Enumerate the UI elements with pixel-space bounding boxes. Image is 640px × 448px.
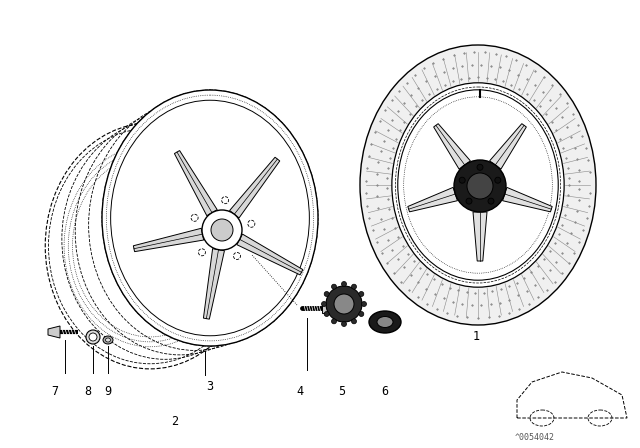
Polygon shape <box>502 187 552 212</box>
Polygon shape <box>408 187 458 212</box>
Ellipse shape <box>202 210 242 250</box>
Polygon shape <box>133 228 204 252</box>
Ellipse shape <box>377 316 393 327</box>
Ellipse shape <box>324 292 329 297</box>
Polygon shape <box>237 234 303 275</box>
Ellipse shape <box>369 311 401 333</box>
Text: 3: 3 <box>207 380 214 393</box>
Polygon shape <box>473 212 487 261</box>
Ellipse shape <box>495 177 501 183</box>
Ellipse shape <box>459 177 465 183</box>
Ellipse shape <box>466 198 472 204</box>
Ellipse shape <box>477 164 483 170</box>
Ellipse shape <box>326 286 362 322</box>
Ellipse shape <box>211 219 233 241</box>
Ellipse shape <box>398 90 558 280</box>
Ellipse shape <box>351 319 356 324</box>
Ellipse shape <box>454 160 506 212</box>
Polygon shape <box>490 124 526 169</box>
Text: 5: 5 <box>339 385 346 398</box>
Text: 2: 2 <box>172 415 179 428</box>
Ellipse shape <box>392 83 564 287</box>
Ellipse shape <box>359 292 364 297</box>
Ellipse shape <box>360 45 596 325</box>
Polygon shape <box>230 157 280 218</box>
Ellipse shape <box>351 284 356 289</box>
Ellipse shape <box>467 173 493 199</box>
Ellipse shape <box>221 197 228 204</box>
Polygon shape <box>434 124 470 169</box>
Text: 4: 4 <box>296 385 303 398</box>
Ellipse shape <box>86 330 100 344</box>
Text: 1: 1 <box>472 330 479 343</box>
Polygon shape <box>175 151 217 215</box>
Text: 6: 6 <box>381 385 388 398</box>
Ellipse shape <box>191 214 198 221</box>
Ellipse shape <box>342 322 346 327</box>
Ellipse shape <box>103 336 113 344</box>
Ellipse shape <box>359 311 364 316</box>
Ellipse shape <box>332 284 337 289</box>
Polygon shape <box>204 249 225 319</box>
Bar <box>322 303 331 313</box>
Text: 9: 9 <box>104 385 111 398</box>
Ellipse shape <box>362 302 367 306</box>
Ellipse shape <box>89 333 97 341</box>
Text: 8: 8 <box>84 385 92 398</box>
Ellipse shape <box>234 253 241 259</box>
Polygon shape <box>48 326 60 338</box>
Ellipse shape <box>248 220 255 227</box>
Ellipse shape <box>198 249 205 256</box>
Ellipse shape <box>106 338 111 342</box>
Text: 7: 7 <box>51 385 59 398</box>
Ellipse shape <box>332 319 337 324</box>
Text: ^0054042: ^0054042 <box>515 433 555 442</box>
Ellipse shape <box>321 302 326 306</box>
Ellipse shape <box>102 90 318 346</box>
Ellipse shape <box>334 294 354 314</box>
Ellipse shape <box>342 281 346 287</box>
Ellipse shape <box>324 311 329 316</box>
Ellipse shape <box>488 198 494 204</box>
